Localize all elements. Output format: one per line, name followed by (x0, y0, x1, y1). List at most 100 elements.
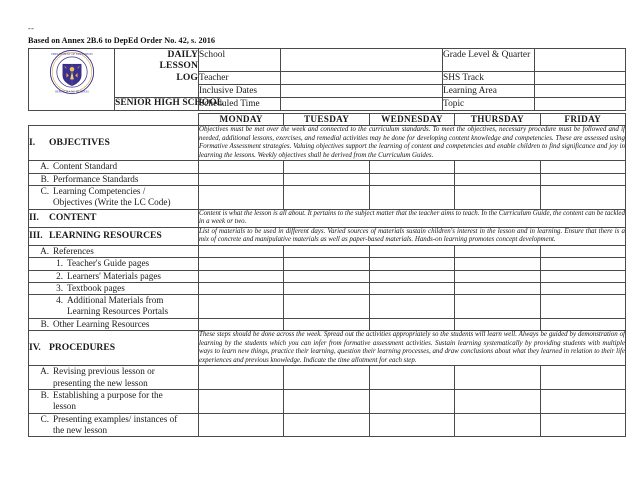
cell-teachers-guide-tuesday[interactable] (283, 257, 370, 271)
cell-learning-competencies-monday[interactable] (197, 184, 285, 210)
cell-additional-materials-friday[interactable] (539, 294, 626, 319)
cell-teachers-guide-thursday[interactable] (454, 257, 541, 271)
text-learners-materials-pages: Learners' Materials pages (67, 270, 161, 281)
cell-proc-a-thursday[interactable] (454, 365, 541, 390)
row-content-standard: A. Content Standard (28, 160, 626, 174)
cell-teachers-guide-wednesday[interactable] (368, 257, 456, 271)
section-number-objectives: I. (29, 137, 36, 149)
section-title-objectives: OBJECTIVES (49, 137, 110, 149)
cell-performance-standards-thursday[interactable] (454, 172, 541, 186)
cell-learners-materials-tuesday[interactable] (283, 269, 370, 283)
cell-textbook-thursday[interactable] (454, 281, 541, 296)
section-label-content: II. CONTENT (28, 208, 199, 228)
svg-text:REPUBLIKA NG PILIPINAS: REPUBLIKA NG PILIPINAS (55, 91, 89, 94)
value-shs-track[interactable] (534, 71, 626, 85)
cell-other-resources-tuesday[interactable] (283, 317, 370, 332)
cell-references-thursday[interactable] (454, 244, 541, 259)
annex-reference-line: Based on Annex 2B.6 to DepEd Order No. 4… (28, 36, 216, 45)
cell-content-standard-friday[interactable] (539, 160, 626, 174)
text-additional-materials: Additional Materials from Learning Resou… (67, 295, 169, 317)
cell-learners-materials-wednesday[interactable] (368, 269, 456, 283)
cell-additional-materials-tuesday[interactable] (283, 294, 370, 319)
label-presenting-examples: C. Presenting examples/ instances of the … (28, 412, 199, 438)
cell-proc-a-friday[interactable] (539, 365, 626, 390)
cell-proc-c-monday[interactable] (197, 412, 285, 438)
cell-proc-a-wednesday[interactable] (368, 365, 456, 390)
svg-text:DEPARTMENT OF EDUCATION: DEPARTMENT OF EDUCATION (51, 52, 93, 56)
value-school[interactable] (280, 48, 443, 72)
cell-references-tuesday[interactable] (283, 244, 370, 259)
cell-proc-a-tuesday[interactable] (283, 365, 370, 390)
cell-learning-competencies-tuesday[interactable] (283, 184, 370, 210)
row-learning-resources: III. LEARNING RESOURCES List of materials… (28, 226, 626, 246)
cell-references-wednesday[interactable] (368, 244, 456, 259)
marker-references: A. (40, 245, 49, 256)
cell-learning-competencies-friday[interactable] (539, 184, 626, 210)
cell-learning-competencies-wednesday[interactable] (368, 184, 456, 210)
text-textbook-pages: Textbook pages (67, 282, 125, 293)
cell-references-friday[interactable] (539, 244, 626, 259)
label-establishing-purpose: B. Establishing a purpose for the lesson (28, 388, 199, 414)
cell-content-standard-tuesday[interactable] (283, 160, 370, 174)
cell-additional-materials-monday[interactable] (197, 294, 285, 319)
cell-performance-standards-friday[interactable] (539, 172, 626, 186)
row-teachers-guide-pages: 1. Teacher's Guide pages (28, 257, 626, 271)
cell-additional-materials-wednesday[interactable] (368, 294, 456, 319)
cell-textbook-monday[interactable] (197, 281, 285, 296)
cell-other-resources-thursday[interactable] (454, 317, 541, 332)
day-header-spacer (28, 113, 199, 126)
cell-proc-b-tuesday[interactable] (283, 388, 370, 414)
cell-learning-competencies-thursday[interactable] (454, 184, 541, 210)
value-inclusive-dates[interactable] (280, 84, 443, 98)
cell-proc-c-thursday[interactable] (454, 412, 541, 438)
value-topic[interactable] (534, 97, 626, 111)
document-subtitle-cell: SENIOR HIGH SCHOOL (114, 97, 223, 111)
value-teacher[interactable] (280, 71, 443, 85)
marker-learning-competencies: C. (40, 185, 49, 196)
lesson-log-body-table: MONDAY TUESDAY WEDNESDAY THURSDAY FRIDAY… (28, 113, 626, 438)
label-learning-competencies: C. Learning Competencies / Objectives (Wr… (28, 184, 199, 210)
cell-proc-b-monday[interactable] (197, 388, 285, 414)
cell-references-monday[interactable] (197, 244, 285, 259)
cell-proc-a-monday[interactable] (197, 365, 285, 390)
cell-textbook-tuesday[interactable] (283, 281, 370, 296)
cell-performance-standards-monday[interactable] (197, 172, 285, 186)
cell-proc-c-friday[interactable] (539, 412, 626, 438)
value-grade-level-quarter[interactable] (534, 48, 626, 72)
section-number-learning-resources: III. (29, 230, 43, 242)
cell-learners-materials-monday[interactable] (197, 269, 285, 283)
section-title-content: CONTENT (49, 212, 97, 224)
cell-teachers-guide-monday[interactable] (197, 257, 285, 271)
cell-other-resources-monday[interactable] (197, 317, 285, 332)
text-revising-previous-lesson: Revising previous lesson or presenting t… (53, 366, 155, 388)
cell-proc-c-wednesday[interactable] (368, 412, 456, 438)
cell-additional-materials-thursday[interactable] (454, 294, 541, 319)
cell-learners-materials-friday[interactable] (539, 269, 626, 283)
cell-content-standard-monday[interactable] (197, 160, 285, 174)
value-learning-area[interactable] (534, 84, 626, 98)
label-learners-materials-pages: 2. Learners' Materials pages (28, 269, 199, 283)
cell-content-standard-thursday[interactable] (454, 160, 541, 174)
cell-performance-standards-tuesday[interactable] (283, 172, 370, 186)
cell-proc-b-friday[interactable] (539, 388, 626, 414)
cell-proc-b-wednesday[interactable] (368, 388, 456, 414)
cell-other-resources-wednesday[interactable] (368, 317, 456, 332)
cell-learners-materials-thursday[interactable] (454, 269, 541, 283)
cell-textbook-friday[interactable] (539, 281, 626, 296)
label-topic: Topic (442, 97, 535, 111)
cell-textbook-wednesday[interactable] (368, 281, 456, 296)
section-number-content: II. (29, 212, 39, 224)
section-label-learning-resources: III. LEARNING RESOURCES (28, 226, 199, 246)
cell-content-standard-wednesday[interactable] (368, 160, 456, 174)
text-teachers-guide-pages: Teacher's Guide pages (67, 258, 150, 269)
cell-proc-c-tuesday[interactable] (283, 412, 370, 438)
text-presenting-examples: Presenting examples/ instances of the ne… (53, 413, 178, 435)
cell-proc-b-thursday[interactable] (454, 388, 541, 414)
row-textbook-pages: 3. Textbook pages (28, 281, 626, 296)
cell-performance-standards-wednesday[interactable] (368, 172, 456, 186)
label-school: School (198, 48, 281, 72)
cell-other-resources-friday[interactable] (539, 317, 626, 332)
value-scheduled-time[interactable] (280, 97, 443, 111)
cell-teachers-guide-friday[interactable] (539, 257, 626, 271)
section-title-procedures: PROCEDURES (49, 342, 116, 354)
